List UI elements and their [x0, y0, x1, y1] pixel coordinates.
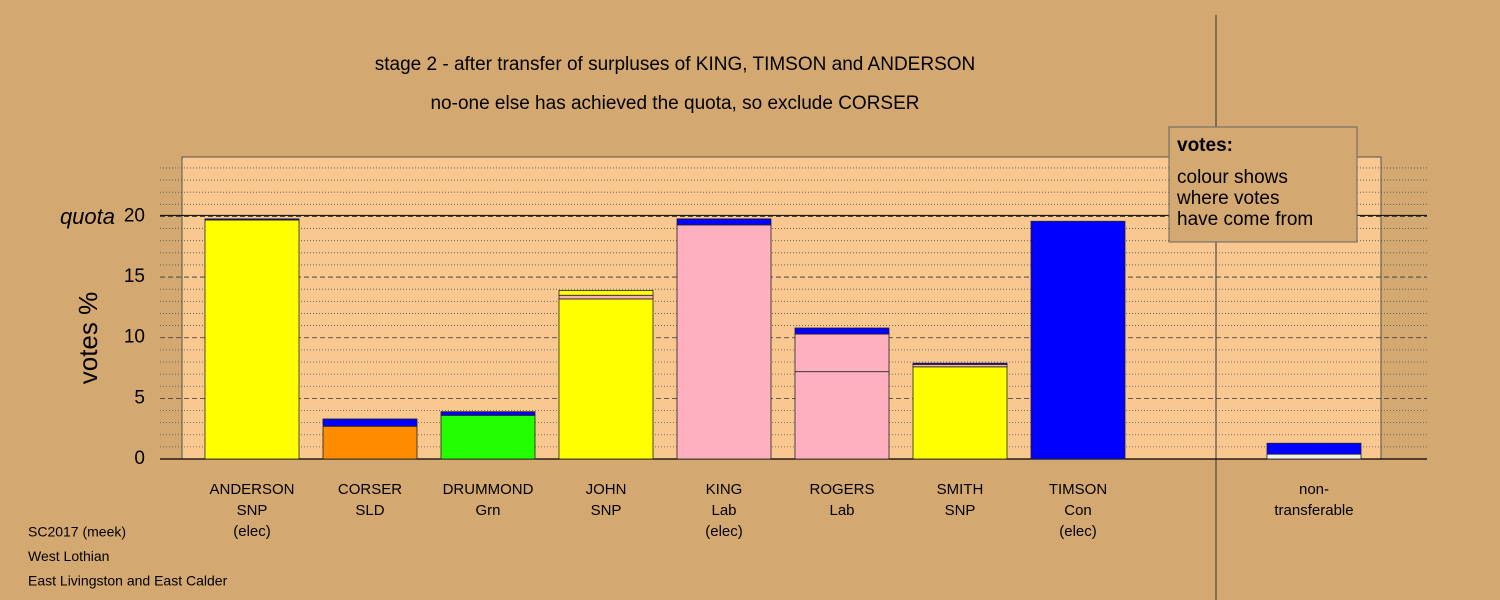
bar-segment: [676, 224, 772, 460]
x-tick-label: SNP: [945, 502, 976, 519]
x-tick-label: transferable: [1274, 502, 1353, 519]
y-tick-label: 0: [134, 448, 145, 469]
bar-segment: [912, 362, 1008, 365]
legend-text: have come from: [1177, 209, 1313, 230]
bar-segment: [676, 218, 772, 226]
bar-segment: [440, 411, 536, 416]
bar-segment: [794, 371, 890, 460]
x-tick-label: SNP: [237, 502, 268, 519]
x-tick-label: (elec): [1059, 523, 1097, 540]
chart-title: stage 2 - after transfer of surpluses of…: [375, 54, 976, 75]
footer-text: West Lothian: [28, 548, 109, 564]
quota-label: quota: [60, 204, 115, 229]
bar-segment: [1266, 453, 1362, 460]
bar-segment: [1030, 220, 1126, 460]
x-tick-label: Grn: [475, 502, 500, 519]
x-tick-label: ANDERSON: [209, 481, 294, 498]
x-tick-label: non-: [1299, 481, 1329, 498]
bar-segment: [322, 418, 418, 427]
x-tick-label: KING: [706, 481, 743, 498]
x-tick-label: ROGERS: [809, 481, 874, 498]
legend-text: where votes: [1176, 188, 1279, 209]
y-tick-label: 20: [124, 205, 145, 226]
bar-segment: [558, 298, 654, 460]
bar-segment: [558, 290, 654, 296]
x-tick-label: (elec): [705, 523, 743, 540]
x-tick-label: SNP: [591, 502, 622, 519]
bar-segment: [440, 414, 536, 460]
bar-segment: [794, 327, 890, 335]
y-tick-label: 10: [124, 327, 145, 348]
x-tick-label: SMITH: [937, 481, 984, 498]
bar-segment: [912, 366, 1008, 460]
y-axis-label: votes %: [73, 292, 103, 385]
bar-segment: [794, 333, 890, 373]
footer-text: East Livingston and East Calder: [28, 573, 228, 589]
footer-text: SC2017 (meek): [28, 524, 126, 540]
x-tick-label: SLD: [355, 502, 384, 519]
x-tick-label: JOHN: [586, 481, 627, 498]
x-tick-label: Lab: [711, 502, 736, 519]
chart-subtitle: no-one else has achieved the quota, so e…: [430, 93, 919, 114]
x-tick-label: TIMSON: [1049, 481, 1107, 498]
x-tick-label: Con: [1064, 502, 1092, 519]
x-tick-label: DRUMMOND: [443, 481, 534, 498]
legend-text: colour shows: [1177, 167, 1288, 188]
x-tick-label: CORSER: [338, 481, 402, 498]
bar-segment: [204, 219, 300, 460]
y-tick-label: 5: [134, 387, 145, 408]
bar-segment: [558, 294, 654, 300]
bar-segment: [1266, 442, 1362, 455]
bar-segment: [204, 218, 300, 221]
x-tick-label: Lab: [829, 502, 854, 519]
x-tick-label: (elec): [233, 523, 271, 540]
bar-segment: [322, 425, 418, 460]
y-tick-label: 15: [124, 266, 145, 287]
legend-title: votes:: [1177, 135, 1233, 156]
legend-box: [1168, 126, 1358, 243]
